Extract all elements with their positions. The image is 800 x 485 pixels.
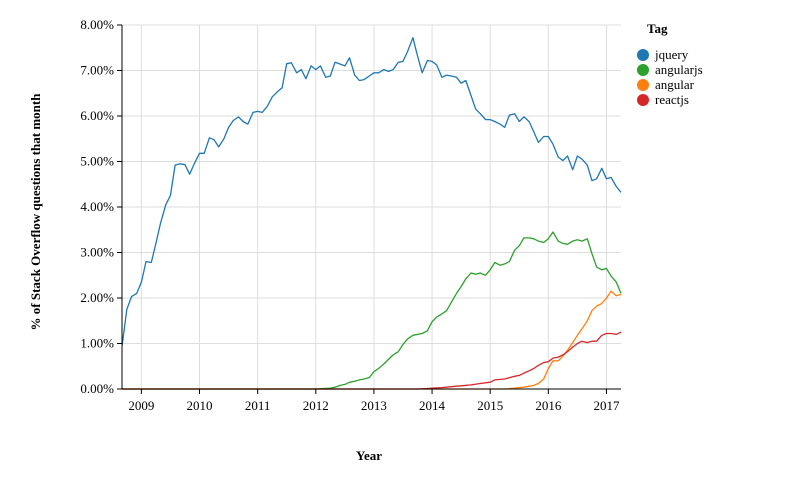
x-tick-label: 2012 <box>303 398 329 413</box>
legend-swatch-jquery <box>637 49 649 61</box>
x-tick-label: 2016 <box>535 398 562 413</box>
legend-swatch-angularjs <box>637 64 649 76</box>
y-axis-title: % of Stack Overflow questions that month <box>28 93 43 331</box>
legend-label-angular: angular <box>655 77 695 92</box>
series-line-angularjs <box>122 231 622 390</box>
y-tick-label: 0.00% <box>80 381 114 396</box>
legend-label-reactjs: reactjs <box>655 92 689 107</box>
series-line-jquery <box>121 37 622 345</box>
y-tick-label: 8.00% <box>80 17 114 32</box>
series-line-reactjs <box>122 331 622 390</box>
x-tick-label: 2009 <box>128 398 154 413</box>
x-tick-label: 2015 <box>477 398 503 413</box>
x-axis-title: Year <box>356 448 382 463</box>
series-layer <box>121 37 622 390</box>
legend-swatch-reactjs <box>637 94 649 106</box>
y-tick-label: 4.00% <box>80 199 114 214</box>
y-tick-label: 5.00% <box>80 154 114 169</box>
x-tick-label: 2014 <box>419 398 446 413</box>
legend-label-angularjs: angularjs <box>655 62 703 77</box>
legend-title: Tag <box>647 21 668 36</box>
y-tick-label: 7.00% <box>80 63 114 78</box>
y-tick-label: 6.00% <box>80 108 114 123</box>
legend-swatch-angular <box>637 79 649 91</box>
y-tick-label: 3.00% <box>80 245 114 260</box>
x-tick-label: 2013 <box>361 398 387 413</box>
legend-label-jquery: jquery <box>654 47 689 62</box>
axes: 0.00% 1.00% 2.00% 3.00% 4.00% 5.00% 6.00% 7.00%… <box>80 17 621 413</box>
y-tick-label: 2.00% <box>80 290 114 305</box>
grid <box>122 24 621 390</box>
x-tick-label: 2017 <box>593 398 620 413</box>
x-tick-label: 2010 <box>187 398 213 413</box>
x-tick-label: 2011 <box>245 398 271 413</box>
y-tick-label: 1.00% <box>80 336 114 351</box>
